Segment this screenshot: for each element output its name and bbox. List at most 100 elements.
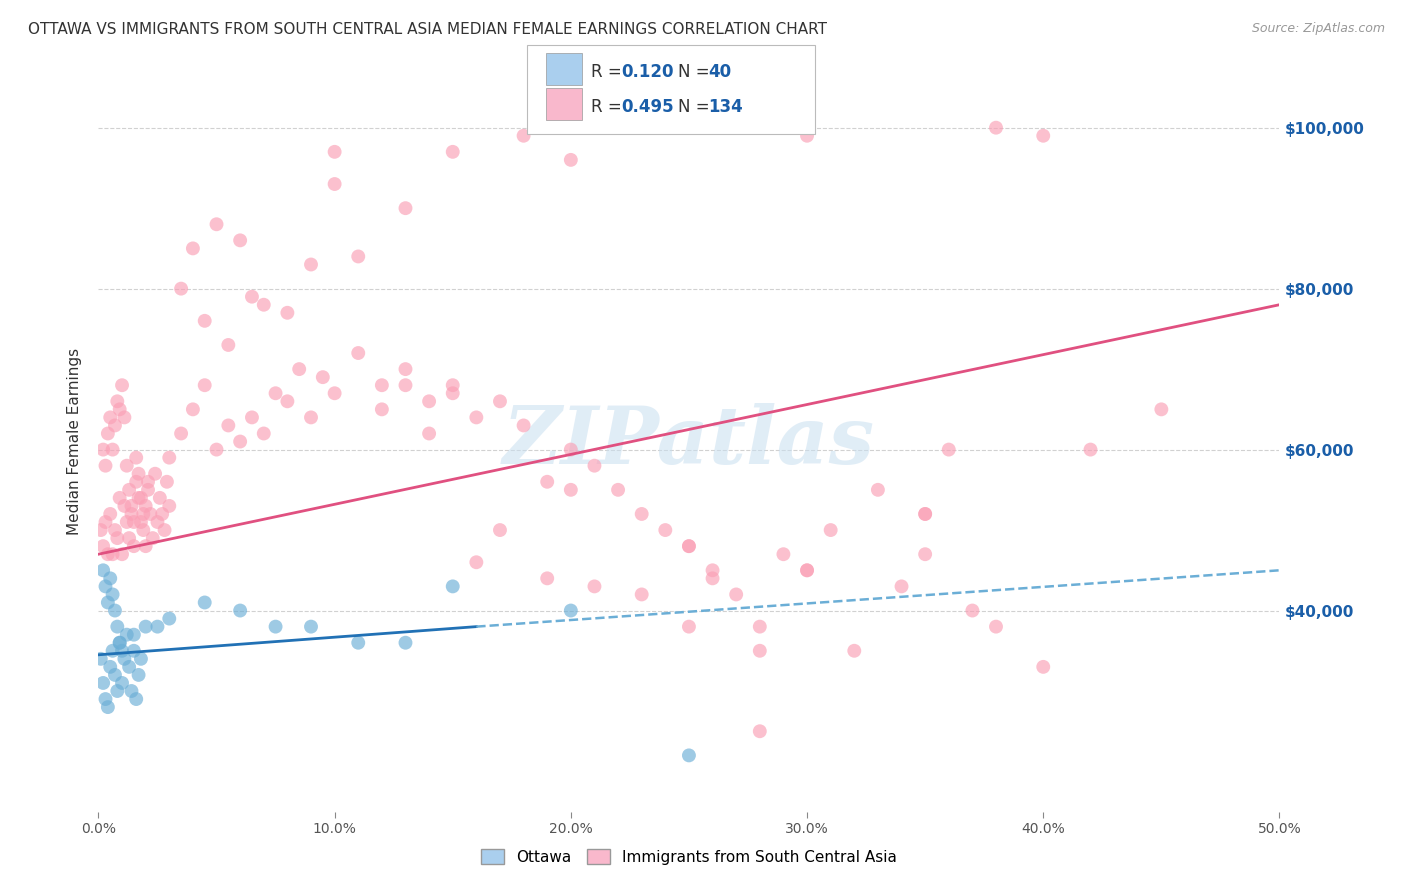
Point xyxy=(149,491,172,505)
Point xyxy=(678,539,700,553)
Point xyxy=(121,507,143,521)
Text: R =: R = xyxy=(591,98,627,116)
Point xyxy=(104,418,127,433)
Point xyxy=(796,563,818,577)
Point xyxy=(1032,128,1054,143)
Point xyxy=(146,515,169,529)
Point xyxy=(94,579,117,593)
Point xyxy=(129,491,152,505)
Point xyxy=(91,676,114,690)
Point xyxy=(607,483,630,497)
Point xyxy=(105,619,128,633)
Point xyxy=(194,378,217,392)
Point xyxy=(91,563,114,577)
Point xyxy=(136,483,159,497)
Point xyxy=(129,652,152,666)
Point xyxy=(98,571,121,585)
Point xyxy=(132,523,155,537)
Point xyxy=(108,636,131,650)
Point xyxy=(630,507,652,521)
Point xyxy=(512,418,534,433)
Point xyxy=(121,684,143,698)
Point xyxy=(115,458,138,473)
Point xyxy=(118,483,141,497)
Point xyxy=(97,700,120,714)
Point xyxy=(441,579,464,593)
Point xyxy=(323,386,346,401)
Point xyxy=(253,298,276,312)
Point xyxy=(264,619,287,633)
Point xyxy=(866,483,889,497)
Point xyxy=(441,386,464,401)
Point xyxy=(288,362,311,376)
Point xyxy=(128,491,150,505)
Point xyxy=(104,603,127,617)
Point xyxy=(157,611,180,625)
Point xyxy=(1080,442,1102,457)
Point xyxy=(105,394,128,409)
Point xyxy=(489,394,512,409)
Point xyxy=(90,523,112,537)
Text: 40: 40 xyxy=(709,62,731,80)
Text: ZIPatlas: ZIPatlas xyxy=(503,403,875,480)
Point xyxy=(181,241,204,255)
Point xyxy=(146,619,169,633)
Point xyxy=(118,660,141,674)
Point xyxy=(394,636,416,650)
Point xyxy=(796,128,818,143)
Point xyxy=(1032,660,1054,674)
Point xyxy=(150,507,173,521)
Point xyxy=(418,426,440,441)
Point xyxy=(108,491,131,505)
Point xyxy=(142,531,165,545)
Point xyxy=(299,410,322,425)
Point xyxy=(264,386,287,401)
Point xyxy=(984,619,1007,633)
Point xyxy=(122,515,145,529)
Point xyxy=(139,507,162,521)
Point xyxy=(143,467,166,481)
Point xyxy=(135,539,157,553)
Point xyxy=(560,483,582,497)
Point xyxy=(299,619,322,633)
Text: OTTAWA VS IMMIGRANTS FROM SOUTH CENTRAL ASIA MEDIAN FEMALE EARNINGS CORRELATION : OTTAWA VS IMMIGRANTS FROM SOUTH CENTRAL … xyxy=(28,22,827,37)
Text: N =: N = xyxy=(678,62,714,80)
Point xyxy=(536,571,558,585)
Text: 0.495: 0.495 xyxy=(621,98,673,116)
Point xyxy=(194,595,217,609)
Point xyxy=(441,145,464,159)
Point xyxy=(678,748,700,763)
Point xyxy=(962,603,984,617)
Text: 134: 134 xyxy=(709,98,744,116)
Point xyxy=(914,547,936,561)
Point xyxy=(890,579,912,593)
Point xyxy=(94,692,117,706)
Point xyxy=(299,258,322,272)
Point xyxy=(94,458,117,473)
Point xyxy=(347,636,370,650)
Point xyxy=(108,402,131,417)
Point xyxy=(560,603,582,617)
Point xyxy=(125,692,148,706)
Point xyxy=(132,507,155,521)
Point xyxy=(111,547,134,561)
Point xyxy=(217,338,239,352)
Point xyxy=(229,434,252,449)
Point xyxy=(465,555,488,569)
Point xyxy=(630,587,652,601)
Point xyxy=(90,652,112,666)
Point xyxy=(748,724,770,739)
Point xyxy=(1150,402,1173,417)
Text: N =: N = xyxy=(678,98,714,116)
Point xyxy=(938,442,960,457)
Point xyxy=(108,636,131,650)
Point xyxy=(115,515,138,529)
Point xyxy=(156,475,179,489)
Point xyxy=(94,515,117,529)
Point xyxy=(725,587,748,601)
Point xyxy=(122,644,145,658)
Point xyxy=(129,515,152,529)
Point xyxy=(347,346,370,360)
Point xyxy=(560,442,582,457)
Point xyxy=(748,619,770,633)
